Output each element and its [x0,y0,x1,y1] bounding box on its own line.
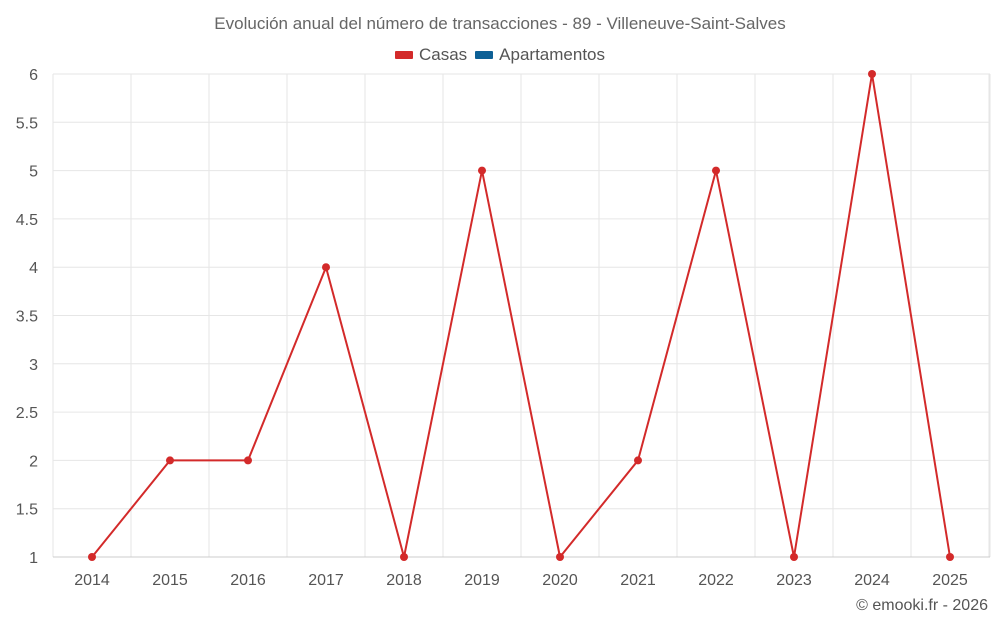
legend-label-casas: Casas [418,45,468,64]
data-point[interactable] [478,166,486,175]
legend: Casas Apartamentos [0,45,1000,65]
data-point[interactable] [322,263,330,272]
data-point[interactable] [166,456,174,465]
y-tick-label: 4.5 [16,212,38,229]
x-tick-label: 2025 [932,572,968,589]
y-tick-label: 2.5 [16,405,38,422]
y-tick-label: 3 [29,357,38,374]
data-point[interactable] [790,553,798,561]
x-tick-label: 2019 [464,572,500,589]
data-point[interactable] [556,553,564,561]
legend-swatch-casas [394,51,413,59]
series-layer [88,70,954,561]
series-line-casas [91,73,951,558]
grid [52,73,991,558]
legend-swatch-apartamentos [475,51,494,59]
data-point[interactable] [712,166,720,175]
y-tick-label: 5.5 [16,115,38,132]
x-tick-label: 2018 [386,572,422,589]
y-tick-label: 1 [29,550,38,567]
data-point[interactable] [88,553,96,561]
data-point[interactable] [868,70,876,78]
y-tick-label: 5 [29,164,38,181]
x-tick-label: 2017 [308,572,344,589]
x-tick-label: 2022 [698,572,734,589]
data-point[interactable] [244,456,252,465]
legend-item-casas[interactable]: Casas [394,45,468,65]
legend-label-apartamentos: Apartamentos [499,45,606,64]
y-tick-label: 4 [29,260,38,277]
data-point[interactable] [400,553,408,561]
x-tick-label: 2021 [620,572,656,589]
x-tick-label: 2023 [776,572,812,589]
legend-item-apartamentos[interactable]: Apartamentos [475,45,605,65]
x-tick-label: 2024 [854,572,890,589]
x-tick-label: 2020 [542,572,578,589]
credit-text: © emooki.fr - 2026 [856,597,988,614]
y-tick-label: 3.5 [16,309,38,326]
y-tick-label: 2 [29,453,38,470]
y-tick-label: 6 [29,67,38,84]
axes: 1 1.5 2 2.5 3 3.5 4 4.5 5 5.5 6 2014 2015 2016 2017 201… [16,67,990,589]
data-point[interactable] [634,456,642,465]
y-tick-label: 1.5 [16,502,38,519]
x-tick-label: 2014 [74,572,110,589]
data-point[interactable] [946,553,954,561]
x-tick-label: 2015 [152,572,188,589]
x-tick-label: 2016 [230,572,266,589]
chart-title: Evolución anual del número de transaccio… [214,14,786,33]
